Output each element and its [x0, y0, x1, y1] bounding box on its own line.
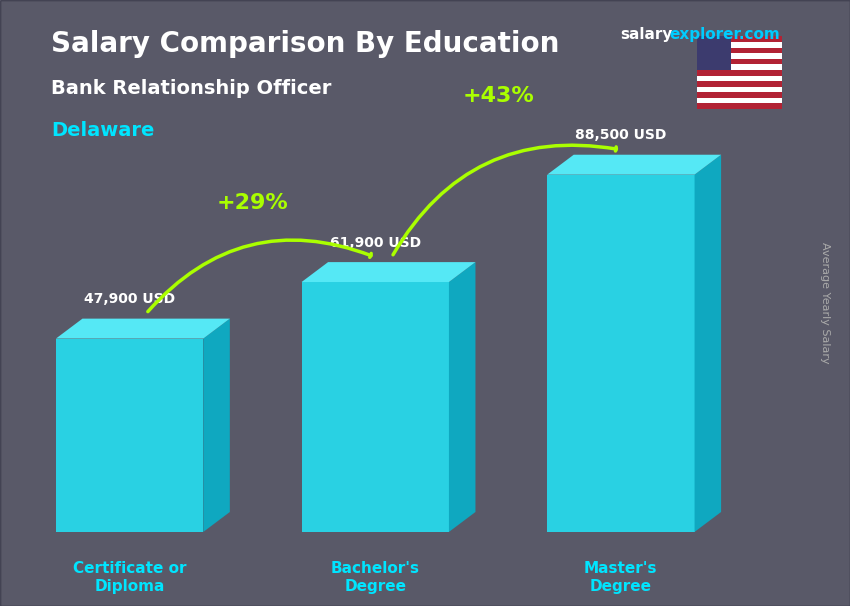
Bar [697, 70, 782, 76]
Bar [697, 98, 782, 104]
Text: +43%: +43% [462, 86, 534, 106]
Text: explorer.com: explorer.com [670, 27, 780, 42]
Bar [697, 92, 782, 98]
Polygon shape [302, 262, 475, 282]
Bar [697, 59, 782, 64]
Bar [697, 36, 782, 42]
Text: Bachelor's
Degree: Bachelor's Degree [331, 562, 420, 594]
Text: +29%: +29% [217, 193, 288, 213]
Bar [697, 53, 782, 59]
Bar [56, 339, 203, 532]
Text: 61,900 USD: 61,900 USD [330, 236, 421, 250]
Bar [697, 47, 782, 53]
Bar [697, 76, 782, 81]
Polygon shape [694, 155, 721, 532]
Text: Certificate or
Diploma: Certificate or Diploma [73, 562, 186, 594]
Bar [697, 36, 731, 70]
Polygon shape [203, 319, 230, 532]
Bar [697, 104, 782, 109]
Text: 88,500 USD: 88,500 USD [575, 128, 666, 142]
Text: Master's
Degree: Master's Degree [584, 562, 658, 594]
Bar [697, 87, 782, 92]
Bar [697, 81, 782, 87]
Text: Bank Relationship Officer: Bank Relationship Officer [51, 79, 332, 98]
Text: Average Yearly Salary: Average Yearly Salary [819, 242, 830, 364]
Bar [697, 64, 782, 70]
Polygon shape [56, 319, 230, 339]
Text: salary: salary [620, 27, 673, 42]
Bar [302, 282, 449, 532]
Text: 47,900 USD: 47,900 USD [84, 292, 175, 306]
Text: Salary Comparison By Education: Salary Comparison By Education [51, 30, 559, 58]
Polygon shape [449, 262, 475, 532]
Bar [697, 42, 782, 47]
Polygon shape [547, 155, 721, 175]
Bar [547, 175, 694, 532]
Text: Delaware: Delaware [51, 121, 155, 140]
